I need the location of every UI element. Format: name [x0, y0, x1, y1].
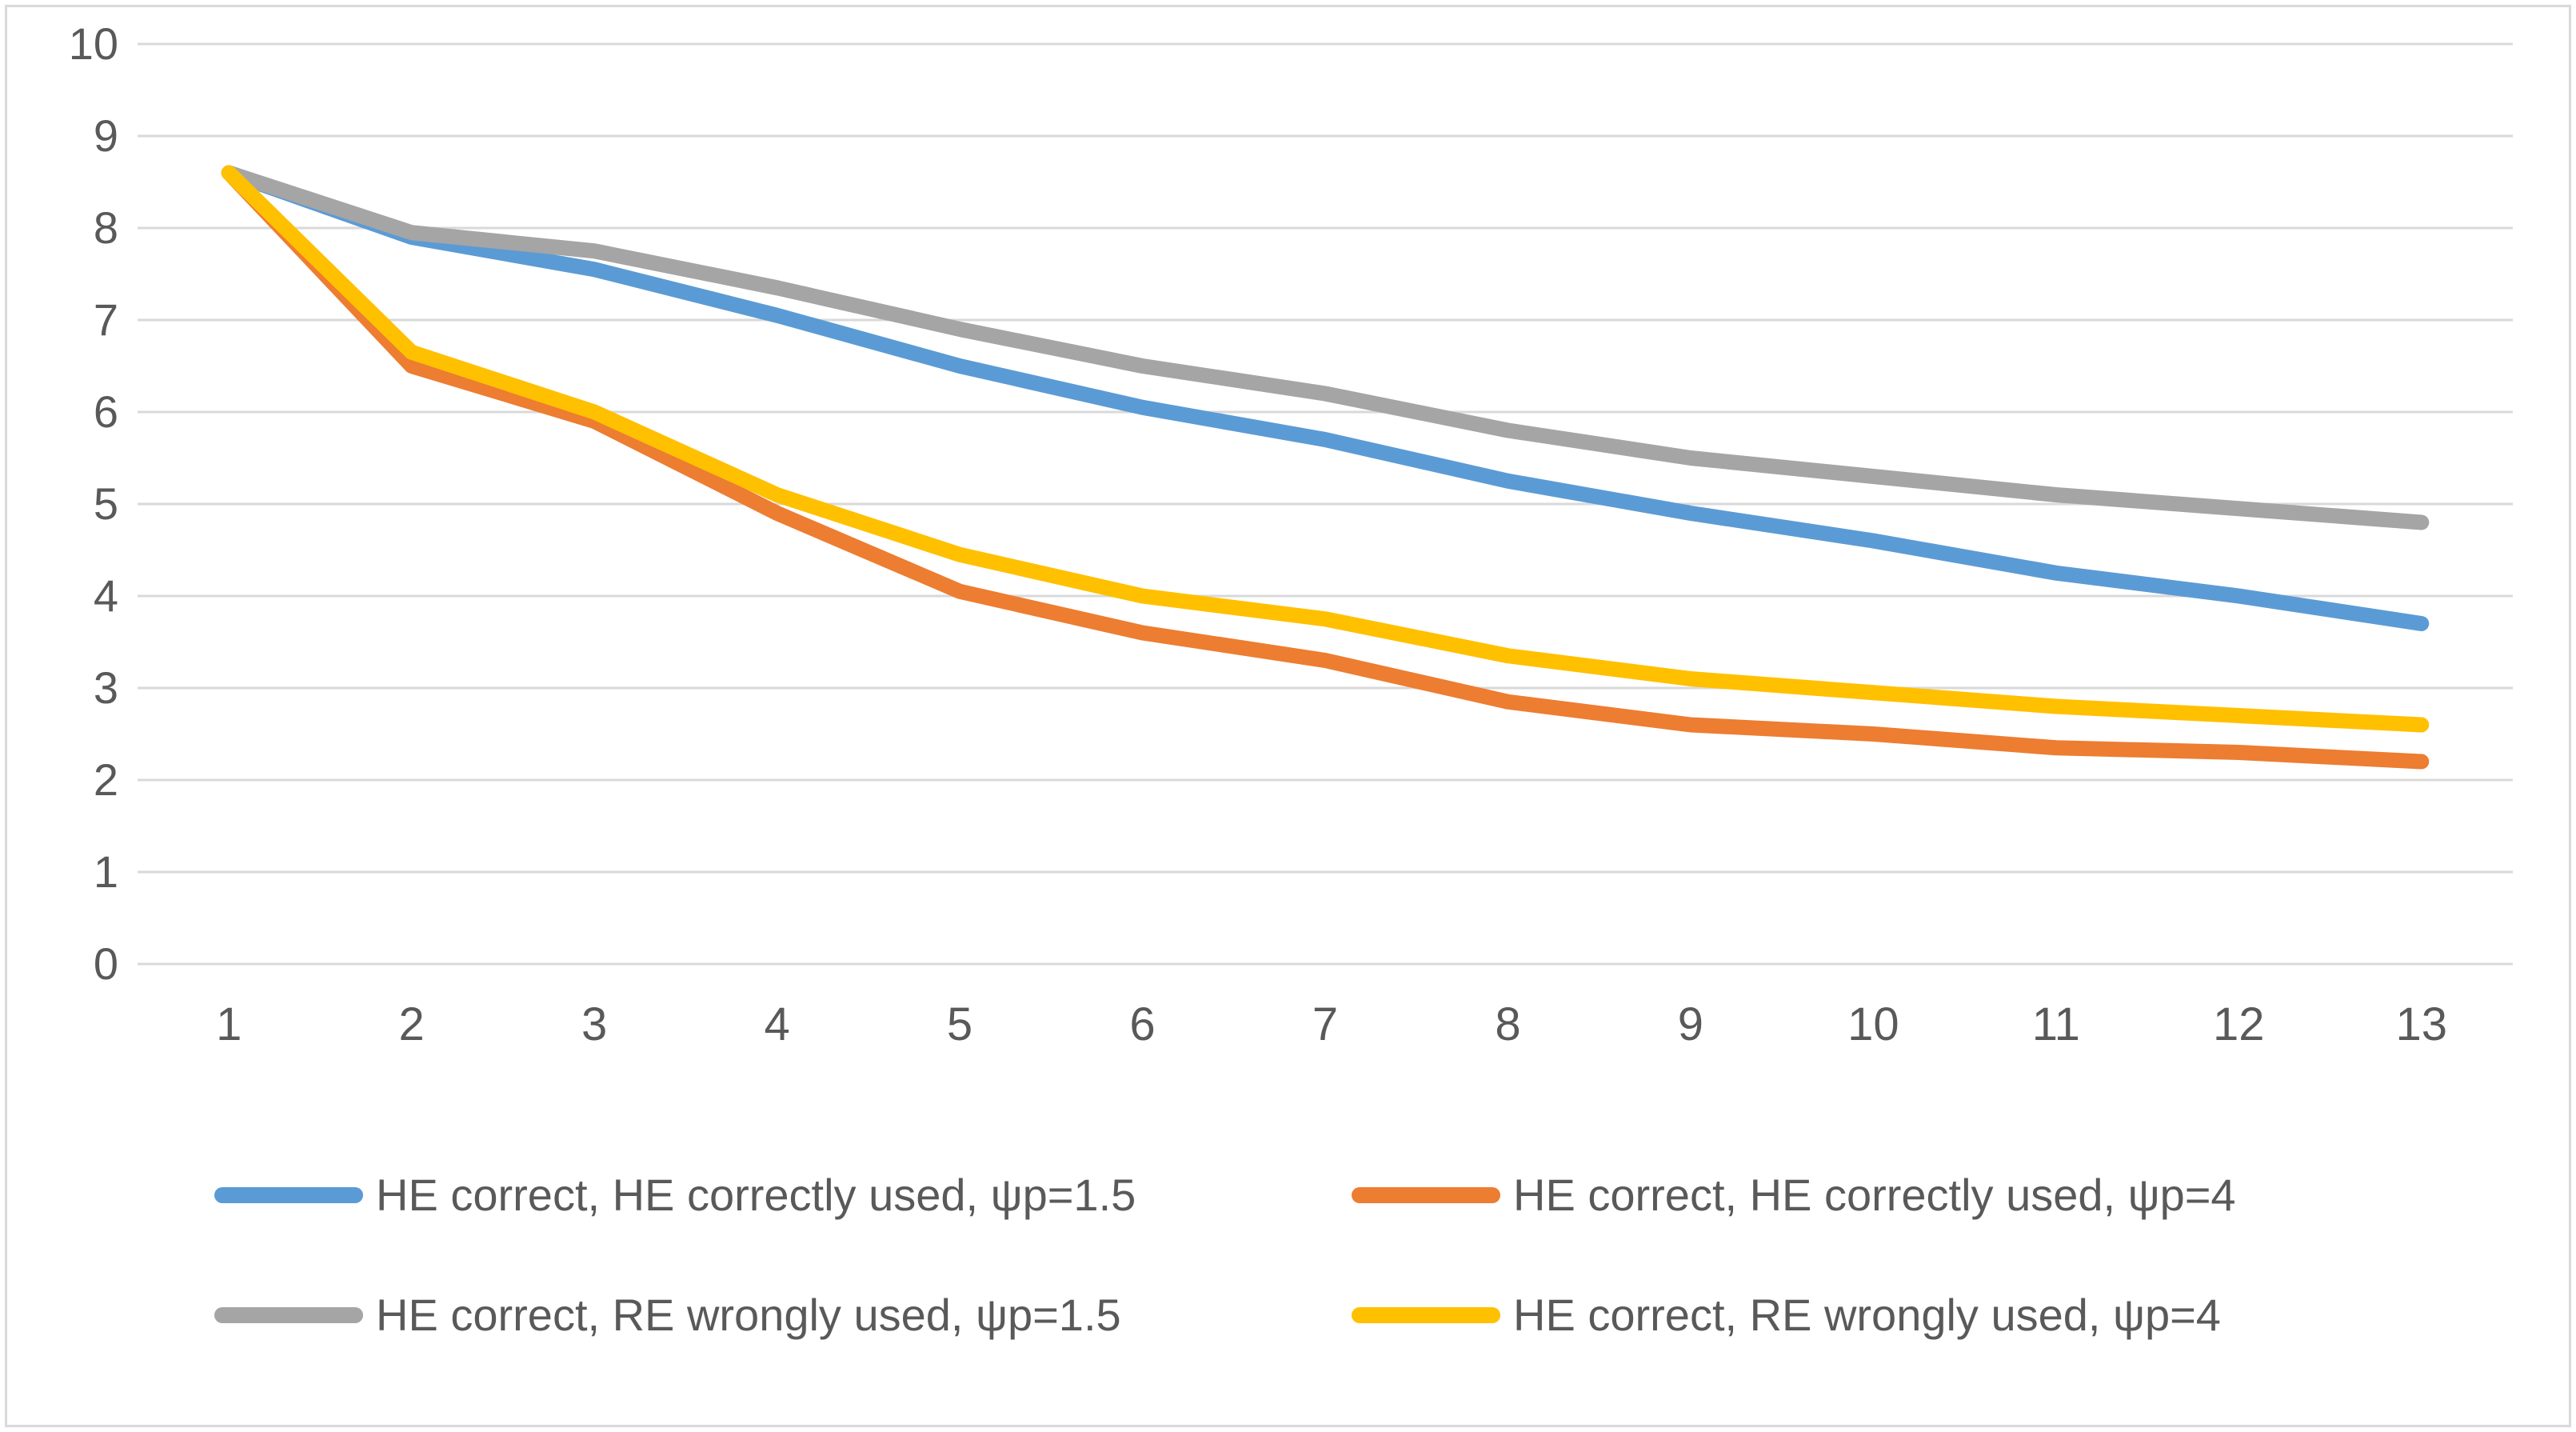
x-tick-label: 11: [2031, 998, 2080, 1050]
x-tick-label: 4: [764, 998, 790, 1050]
x-tick-label: 13: [2395, 998, 2448, 1050]
x-tick-label: 12: [2213, 998, 2265, 1050]
legend-line-swatch: [214, 1307, 363, 1323]
y-tick-label: 3: [93, 662, 118, 713]
y-tick-label: 8: [93, 202, 118, 253]
legend-line-swatch: [1352, 1187, 1500, 1203]
x-tick-label: 5: [946, 998, 973, 1050]
series-line-0: [221, 165, 2430, 631]
legend-label: HE correct, RE wrongly used, ψp=1.5: [376, 1290, 1121, 1340]
x-tick-label: 2: [398, 998, 425, 1050]
legend-line-swatch: [214, 1187, 363, 1203]
y-tick-label: 9: [93, 110, 118, 161]
x-tick-label: 6: [1129, 998, 1156, 1050]
y-tick-label: 1: [93, 846, 118, 897]
y-tick-label: 6: [93, 386, 118, 437]
legend-item-3: HE correct, RE wrongly used, ψp=4: [1352, 1290, 2221, 1341]
legend-label: HE correct, RE wrongly used, ψp=4: [1513, 1290, 2221, 1340]
y-tick-label: 10: [68, 18, 118, 69]
x-tick-label: 3: [581, 998, 608, 1050]
series-line-3: [221, 165, 2430, 733]
legend-line-swatch: [1352, 1307, 1500, 1323]
y-tick-label: 4: [93, 570, 118, 621]
x-tick-label: 8: [1495, 998, 1521, 1050]
series-line-1: [221, 165, 2430, 770]
y-tick-label: 5: [93, 478, 118, 529]
x-tick-label: 1: [216, 998, 242, 1050]
legend-item-0: HE correct, HE correctly used, ψp=1.5: [214, 1170, 1136, 1221]
series-line-2: [221, 165, 2430, 530]
y-tick-label: 0: [93, 938, 118, 989]
legend-item-1: HE correct, HE correctly used, ψp=4: [1352, 1170, 2236, 1221]
y-tick-label: 7: [93, 294, 118, 345]
x-tick-label: 9: [1677, 998, 1704, 1050]
legend-label: HE correct, HE correctly used, ψp=1.5: [376, 1170, 1136, 1220]
x-tick-label: 10: [1847, 998, 1899, 1050]
y-tick-label: 2: [93, 754, 118, 805]
x-tick-label: 7: [1312, 998, 1339, 1050]
legend-label: HE correct, HE correctly used, ψp=4: [1513, 1170, 2236, 1220]
legend-item-2: HE correct, RE wrongly used, ψp=1.5: [214, 1290, 1121, 1341]
